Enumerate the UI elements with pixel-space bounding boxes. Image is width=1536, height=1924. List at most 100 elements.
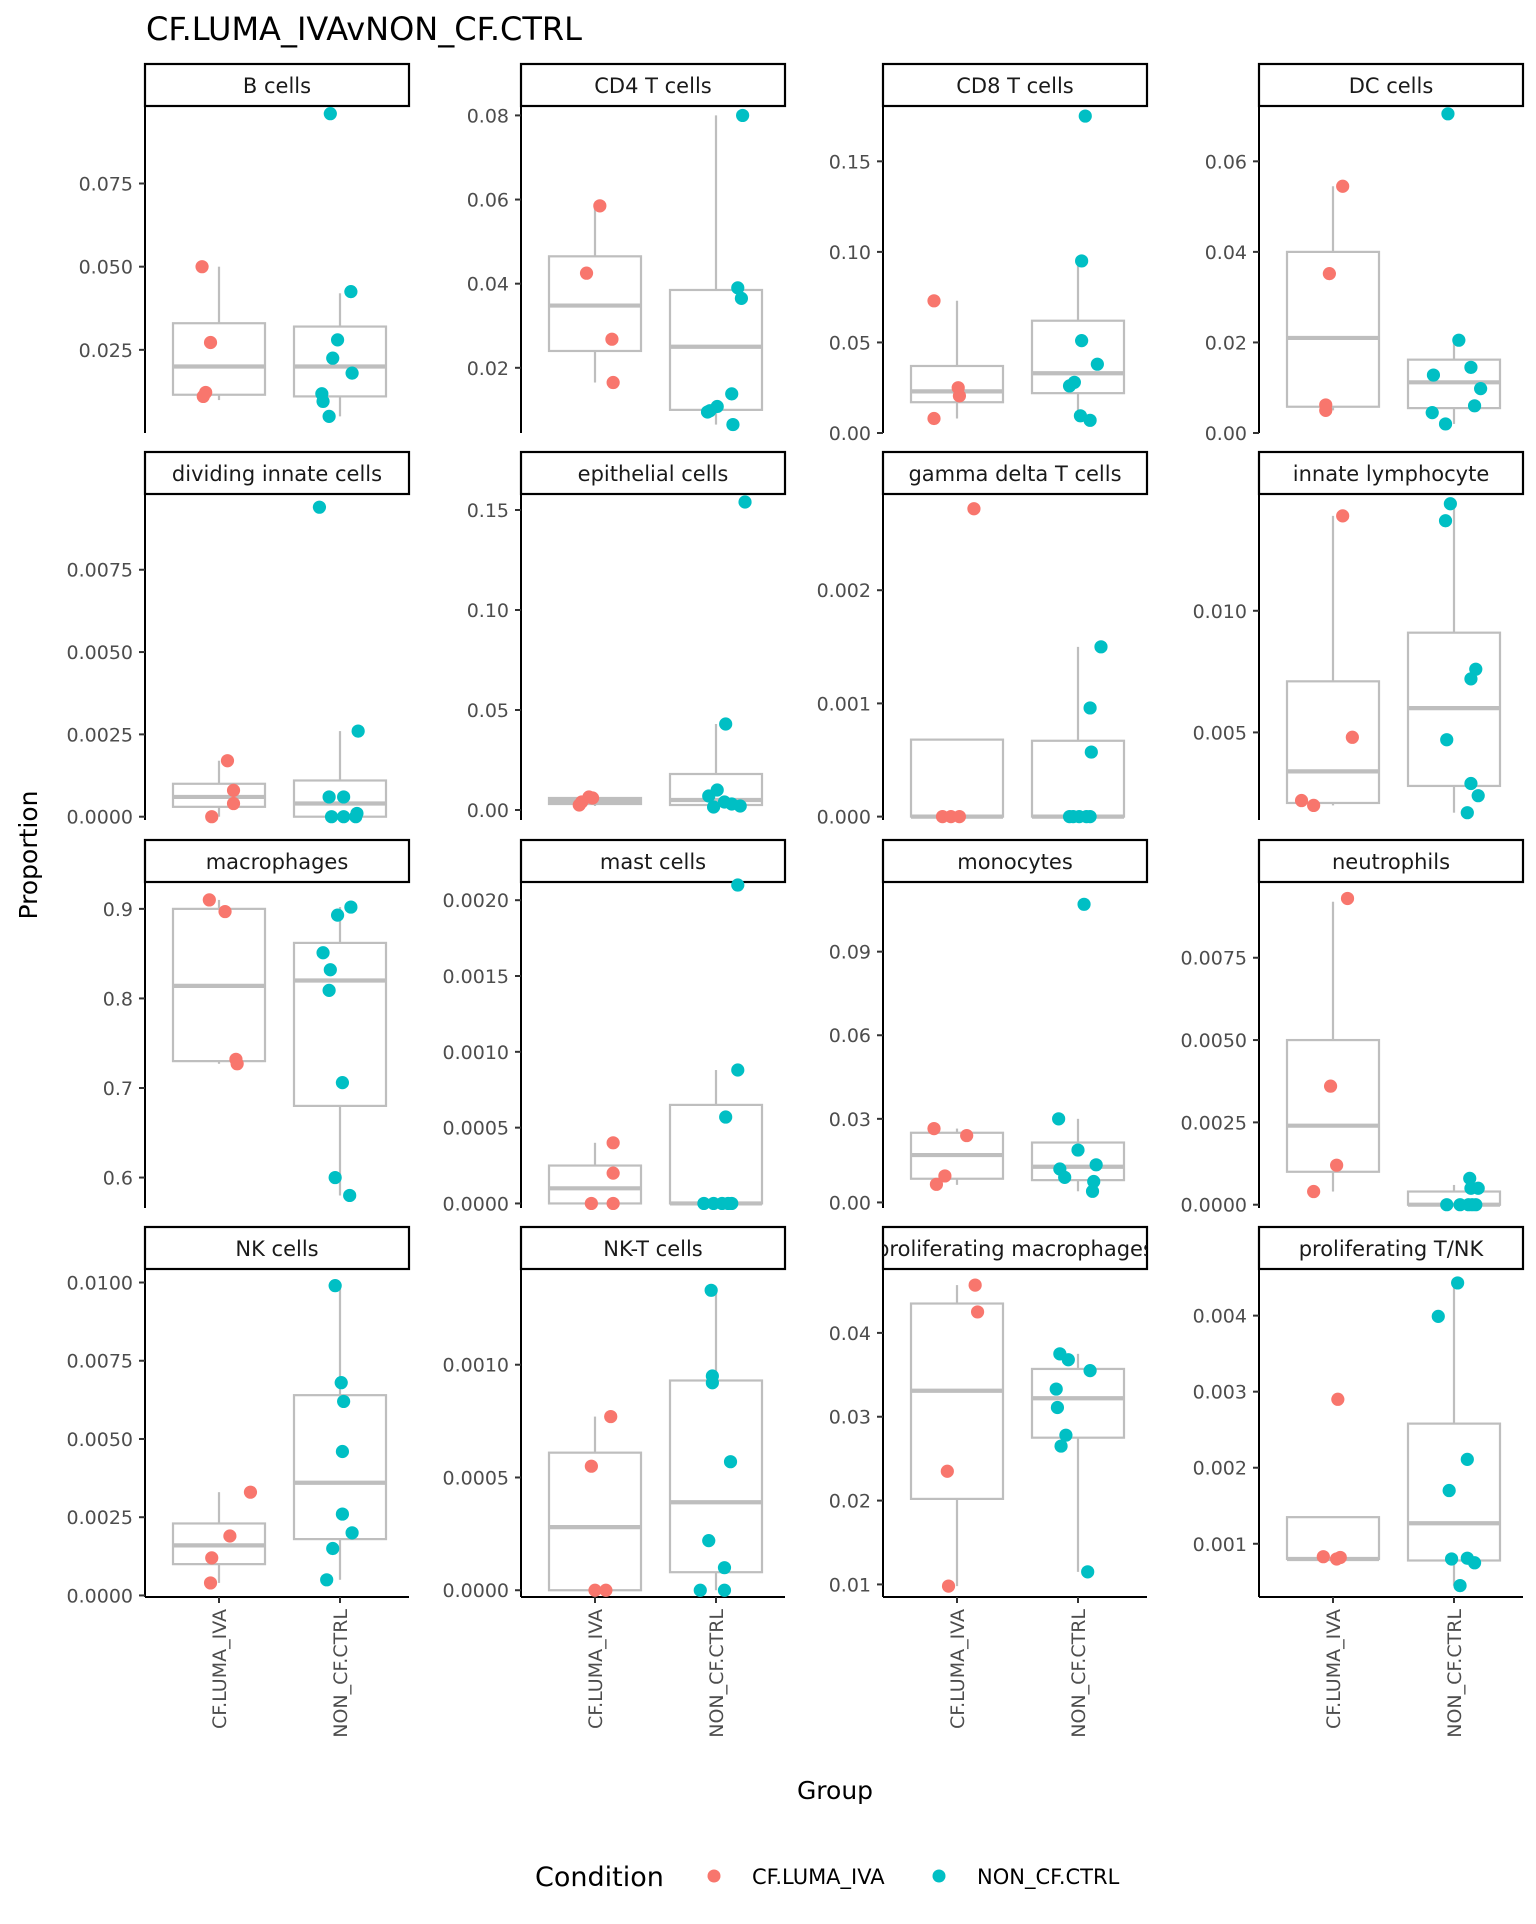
panel-proliferating-macrophages-cf-luma-iva-point — [968, 1278, 982, 1292]
panel-proliferating-macrophages-non-cf-ctrl-point — [1049, 1382, 1063, 1396]
panel-proliferating-macrophages-non-cf-ctrl-point — [1083, 1364, 1097, 1378]
panel-proliferating-t-nk-non-cf-ctrl-point — [1467, 1556, 1482, 1570]
panel-nk-t-cells-non-cf-ctrl-point — [693, 1583, 707, 1597]
panel-neutrophils-cf-luma-iva-point — [1307, 1184, 1321, 1199]
panel-macrophages-non-cf-ctrl-point — [343, 1188, 357, 1203]
panel-b-cells-cf-luma-iva-box — [171, 322, 267, 396]
panel-macrophages-y-tick-label: 0.9 — [103, 899, 133, 921]
panel-cd4-t-cells-y-tick-label: 0.02 — [467, 358, 509, 380]
panel-dc-cells-cf-luma-iva-point — [1319, 403, 1333, 417]
panel-innate-lymphocyte-strip — [1257, 450, 1525, 496]
panel-mast-cells-non-cf-ctrl-point — [719, 1110, 733, 1124]
panel-cd8-t-cells-non-cf-ctrl-point — [1075, 334, 1089, 348]
panel-mast-cells-cf-luma-iva-point — [606, 1196, 620, 1211]
panel-mast-cells-non-cf-ctrl-point — [731, 878, 745, 892]
panel-proliferating-macrophages-strip — [881, 1225, 1149, 1271]
panel-nk-cells-non-cf-ctrl-point — [334, 1376, 348, 1390]
panel-nk-cells-x-tick-label: CF.LUMA_IVA — [209, 1609, 231, 1729]
panel-innate-lymphocyte-cf-luma-iva-point — [1345, 730, 1359, 744]
panel-monocytes-non-cf-ctrl-box — [1030, 1141, 1126, 1182]
panel-dividing-innate-cells-non-cf-ctrl-point — [337, 810, 351, 824]
panel-b-cells-non-cf-ctrl-point — [344, 285, 358, 299]
panel-cd4-t-cells-non-cf-ctrl-box — [668, 288, 764, 411]
panel-gamma-delta-t-cells-non-cf-ctrl-point — [1062, 810, 1077, 824]
panel-nk-t-cells-non-cf-ctrl-box — [668, 1379, 764, 1574]
panel-cd8-t-cells-strip-label: CD8 T cells — [956, 74, 1073, 98]
panel-cd4-t-cells-cf-luma-iva-point — [606, 375, 620, 390]
legend-key-cf-luma-iva — [707, 1869, 721, 1883]
panel-innate-lymphocyte-non-cf-ctrl-point — [1464, 672, 1478, 686]
panel-gamma-delta-t-cells-non-cf-ctrl-box — [1030, 739, 1126, 818]
panel-cd8-t-cells-cf-luma-iva-point — [927, 411, 941, 426]
panel-neutrophils-non-cf-ctrl-point — [1440, 1198, 1454, 1212]
panel-nk-cells-strip-label: NK cells — [235, 1237, 318, 1261]
panel-cd8-t-cells-non-cf-ctrl-point — [1075, 254, 1089, 268]
panel-proliferating-t-nk-non-cf-ctrl-point — [1431, 1309, 1445, 1323]
panel-cd8-t-cells-y-tick-label: 0.10 — [829, 242, 871, 264]
panel-gamma-delta-t-cells-y-tick-label: 0.001 — [817, 693, 871, 715]
panel-proliferating-t-nk-non-cf-ctrl-point — [1442, 1483, 1456, 1498]
panel-epithelial-cells-y-tick-label: 0.15 — [467, 500, 509, 522]
panel-proliferating-macrophages-x-tick-label: NON_CF.CTRL — [1068, 1609, 1090, 1738]
panel-monocytes-strip-label: monocytes — [957, 850, 1073, 874]
panel-proliferating-macrophages-non-cf-ctrl-point — [1081, 1565, 1095, 1579]
panel-neutrophils-cf-luma-iva-point — [1323, 1079, 1338, 1093]
panel-nk-cells-cf-luma-iva-point — [205, 1551, 219, 1565]
panel-b-cells-non-cf-ctrl-point — [345, 366, 359, 380]
panel-proliferating-macrophages-y-tick-label: 0.04 — [829, 1323, 871, 1345]
panel-macrophages-strip — [143, 838, 411, 884]
panel-innate-lymphocyte-non-cf-ctrl-point — [1469, 662, 1483, 676]
panel-neutrophils-cf-luma-iva-point — [1330, 1158, 1344, 1172]
panel-dc-cells-non-cf-ctrl-point — [1438, 417, 1453, 431]
panel-proliferating-t-nk-non-cf-ctrl-point — [1453, 1578, 1467, 1593]
panel-nk-cells-non-cf-ctrl-point — [328, 1279, 342, 1293]
panel-innate-lymphocyte-y-tick-label: 0.005 — [1193, 722, 1247, 744]
panel-nk-cells-y-tick-label: 0.0050 — [67, 1429, 133, 1451]
panel-cd4-t-cells-strip — [519, 62, 787, 108]
panel-cd8-t-cells-non-cf-ctrl-point — [1078, 109, 1092, 123]
panel-epithelial-cells-y-tick-label: 0.00 — [467, 800, 509, 822]
panel-proliferating-t-nk-y-tick-label: 0.002 — [1193, 1458, 1247, 1480]
panel-monocytes-y-tick-label: 0.00 — [829, 1192, 871, 1214]
legend: Condition CF.LUMA_IVA NON_CF.CTRL — [535, 1862, 1120, 1893]
panel-dc-cells-cf-luma-iva-point — [1336, 179, 1350, 193]
panel-nk-cells-non-cf-ctrl-point — [337, 1394, 351, 1409]
panel-proliferating-macrophages-non-cf-ctrl-point — [1061, 1353, 1075, 1367]
panel-cd8-t-cells-non-cf-ctrl-box — [1030, 319, 1126, 395]
panel-nk-t-cells-non-cf-ctrl-point — [702, 1534, 716, 1548]
panel-nk-cells-non-cf-ctrl-point — [345, 1526, 359, 1540]
panel-cd4-t-cells-non-cf-ctrl-point — [725, 387, 739, 401]
panel-monocytes-strip — [881, 838, 1149, 884]
panel-nk-cells-y-tick-label: 0.0025 — [67, 1507, 133, 1529]
panel-innate-lymphocyte-non-cf-ctrl-point — [1440, 733, 1454, 747]
panel-nk-cells-cf-luma-iva-point — [243, 1485, 258, 1499]
panel-macrophages-non-cf-ctrl-point — [328, 1170, 342, 1185]
panel-nk-t-cells-cf-luma-iva-point — [599, 1583, 613, 1597]
panel-b-cells-cf-luma-iva-point — [203, 335, 218, 350]
panel-epithelial-cells-non-cf-ctrl-point — [738, 495, 752, 509]
panel-proliferating-macrophages-non-cf-ctrl-point — [1059, 1428, 1073, 1442]
panel-monocytes-cf-luma-iva-point — [960, 1128, 974, 1143]
panel-proliferating-macrophages-non-cf-ctrl-point — [1054, 1439, 1068, 1453]
panel-cd4-t-cells-cf-luma-iva-point — [579, 266, 594, 280]
panel-macrophages-y-tick-label: 0.6 — [103, 1168, 133, 1190]
panel-nk-cells-y-tick-label: 0.0000 — [67, 1585, 133, 1607]
panel-dividing-innate-cells-y-tick-label: 0.0000 — [67, 807, 133, 829]
panel-cd8-t-cells-cf-luma-iva-point — [952, 389, 967, 403]
panel-neutrophils-strip — [1257, 838, 1525, 884]
panel-b-cells-strip-label: B cells — [243, 74, 311, 98]
panel-dc-cells-non-cf-ctrl-point — [1426, 368, 1441, 382]
panel-macrophages-non-cf-ctrl-point — [335, 1076, 350, 1090]
panel-nk-t-cells-non-cf-ctrl-point — [704, 1283, 718, 1297]
panel-cd4-t-cells-y-tick-label: 0.08 — [467, 105, 509, 127]
panel-innate-lymphocyte-strip-label: innate lymphocyte — [1293, 462, 1490, 486]
panel-neutrophils-cf-luma-iva-point — [1340, 891, 1355, 906]
panel-nk-cells-y-tick-label: 0.0075 — [67, 1351, 133, 1373]
panel-b-cells-cf-luma-iva-point — [195, 260, 209, 274]
panel-cd4-t-cells-non-cf-ctrl-point — [703, 404, 717, 418]
panel-proliferating-macrophages-non-cf-ctrl-box — [1030, 1367, 1126, 1439]
panel-dividing-innate-cells-non-cf-ctrl-point — [322, 790, 336, 804]
panel-mast-cells-y-tick-label: 0.0020 — [443, 890, 509, 912]
panel-innate-lymphocyte-non-cf-ctrl-point — [1471, 789, 1485, 803]
panel-proliferating-t-nk-non-cf-ctrl-point — [1444, 1552, 1459, 1566]
